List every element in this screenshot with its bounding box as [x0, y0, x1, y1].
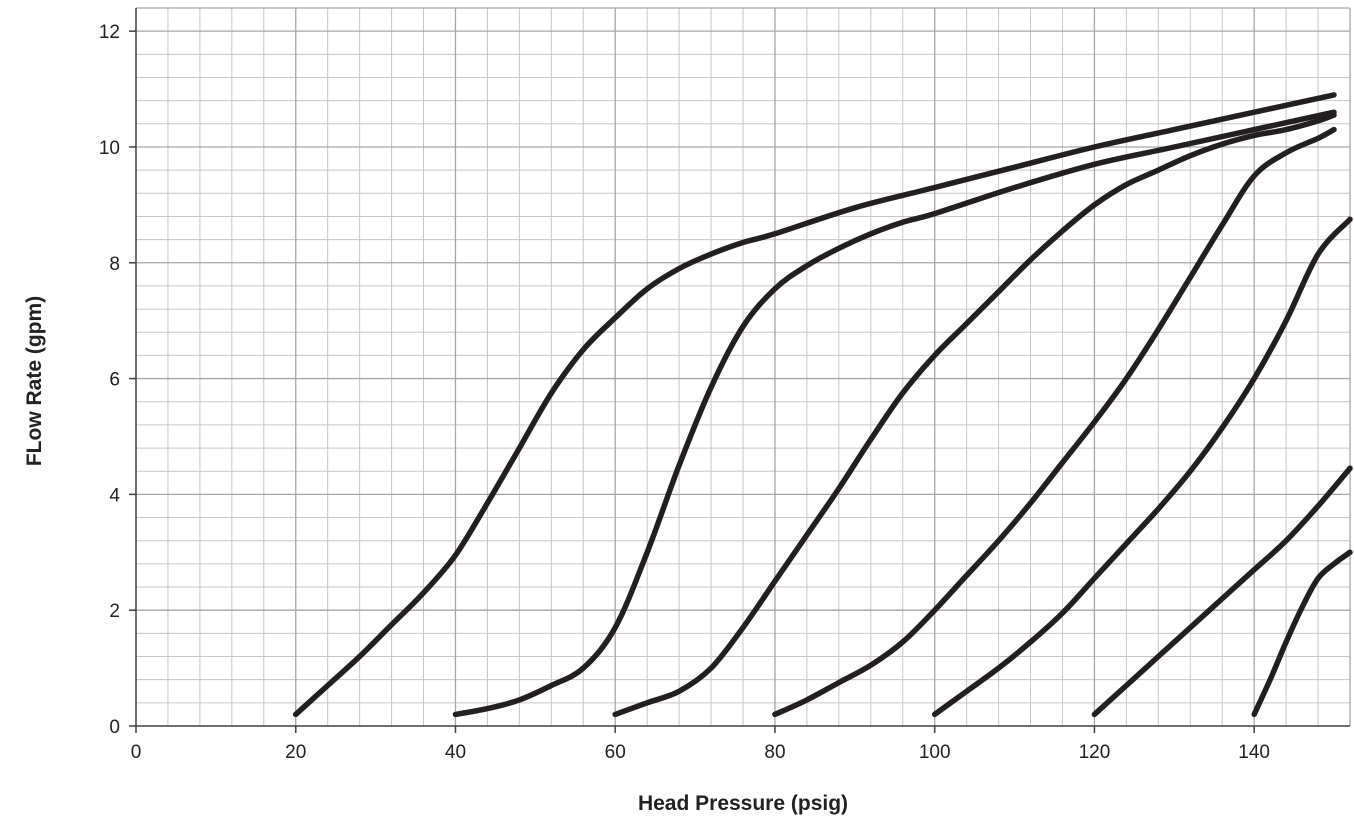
series-line-4	[772, 126, 1337, 718]
series-line-3	[612, 112, 1337, 718]
series-group	[292, 92, 1353, 718]
x-tick-label: 20	[285, 742, 306, 763]
x-tick-label: 40	[445, 742, 466, 763]
series-line-7	[1251, 549, 1353, 718]
x-tick-label: 80	[764, 742, 785, 763]
x-axis-title: Head Pressure (psig)	[638, 792, 848, 815]
y-tick-label: 10	[99, 138, 120, 159]
series-line-1	[292, 92, 1337, 718]
x-tick-label: 100	[919, 742, 951, 763]
y-tick-label: 6	[109, 370, 120, 391]
x-tick-label: 0	[131, 742, 142, 763]
y-tick-label: 2	[109, 601, 120, 622]
x-tick-label: 60	[605, 742, 626, 763]
y-axis-title: FLow Rate (gpm)	[23, 296, 46, 466]
y-tick-label: 0	[109, 717, 120, 738]
x-tick-label: 140	[1238, 742, 1270, 763]
series-line-5	[931, 216, 1353, 718]
y-tick-label: 8	[109, 254, 120, 275]
y-tick-label: 12	[99, 22, 120, 43]
series-line-2	[452, 109, 1337, 718]
y-tick-label: 4	[109, 485, 120, 506]
grid	[129, 7, 1351, 733]
tick-labels: 0 20 40 60 80 100 120 140 0 2 4 6 8 10 12	[99, 22, 1270, 763]
x-tick-label: 120	[1079, 742, 1111, 763]
series-line-6	[1091, 465, 1353, 718]
